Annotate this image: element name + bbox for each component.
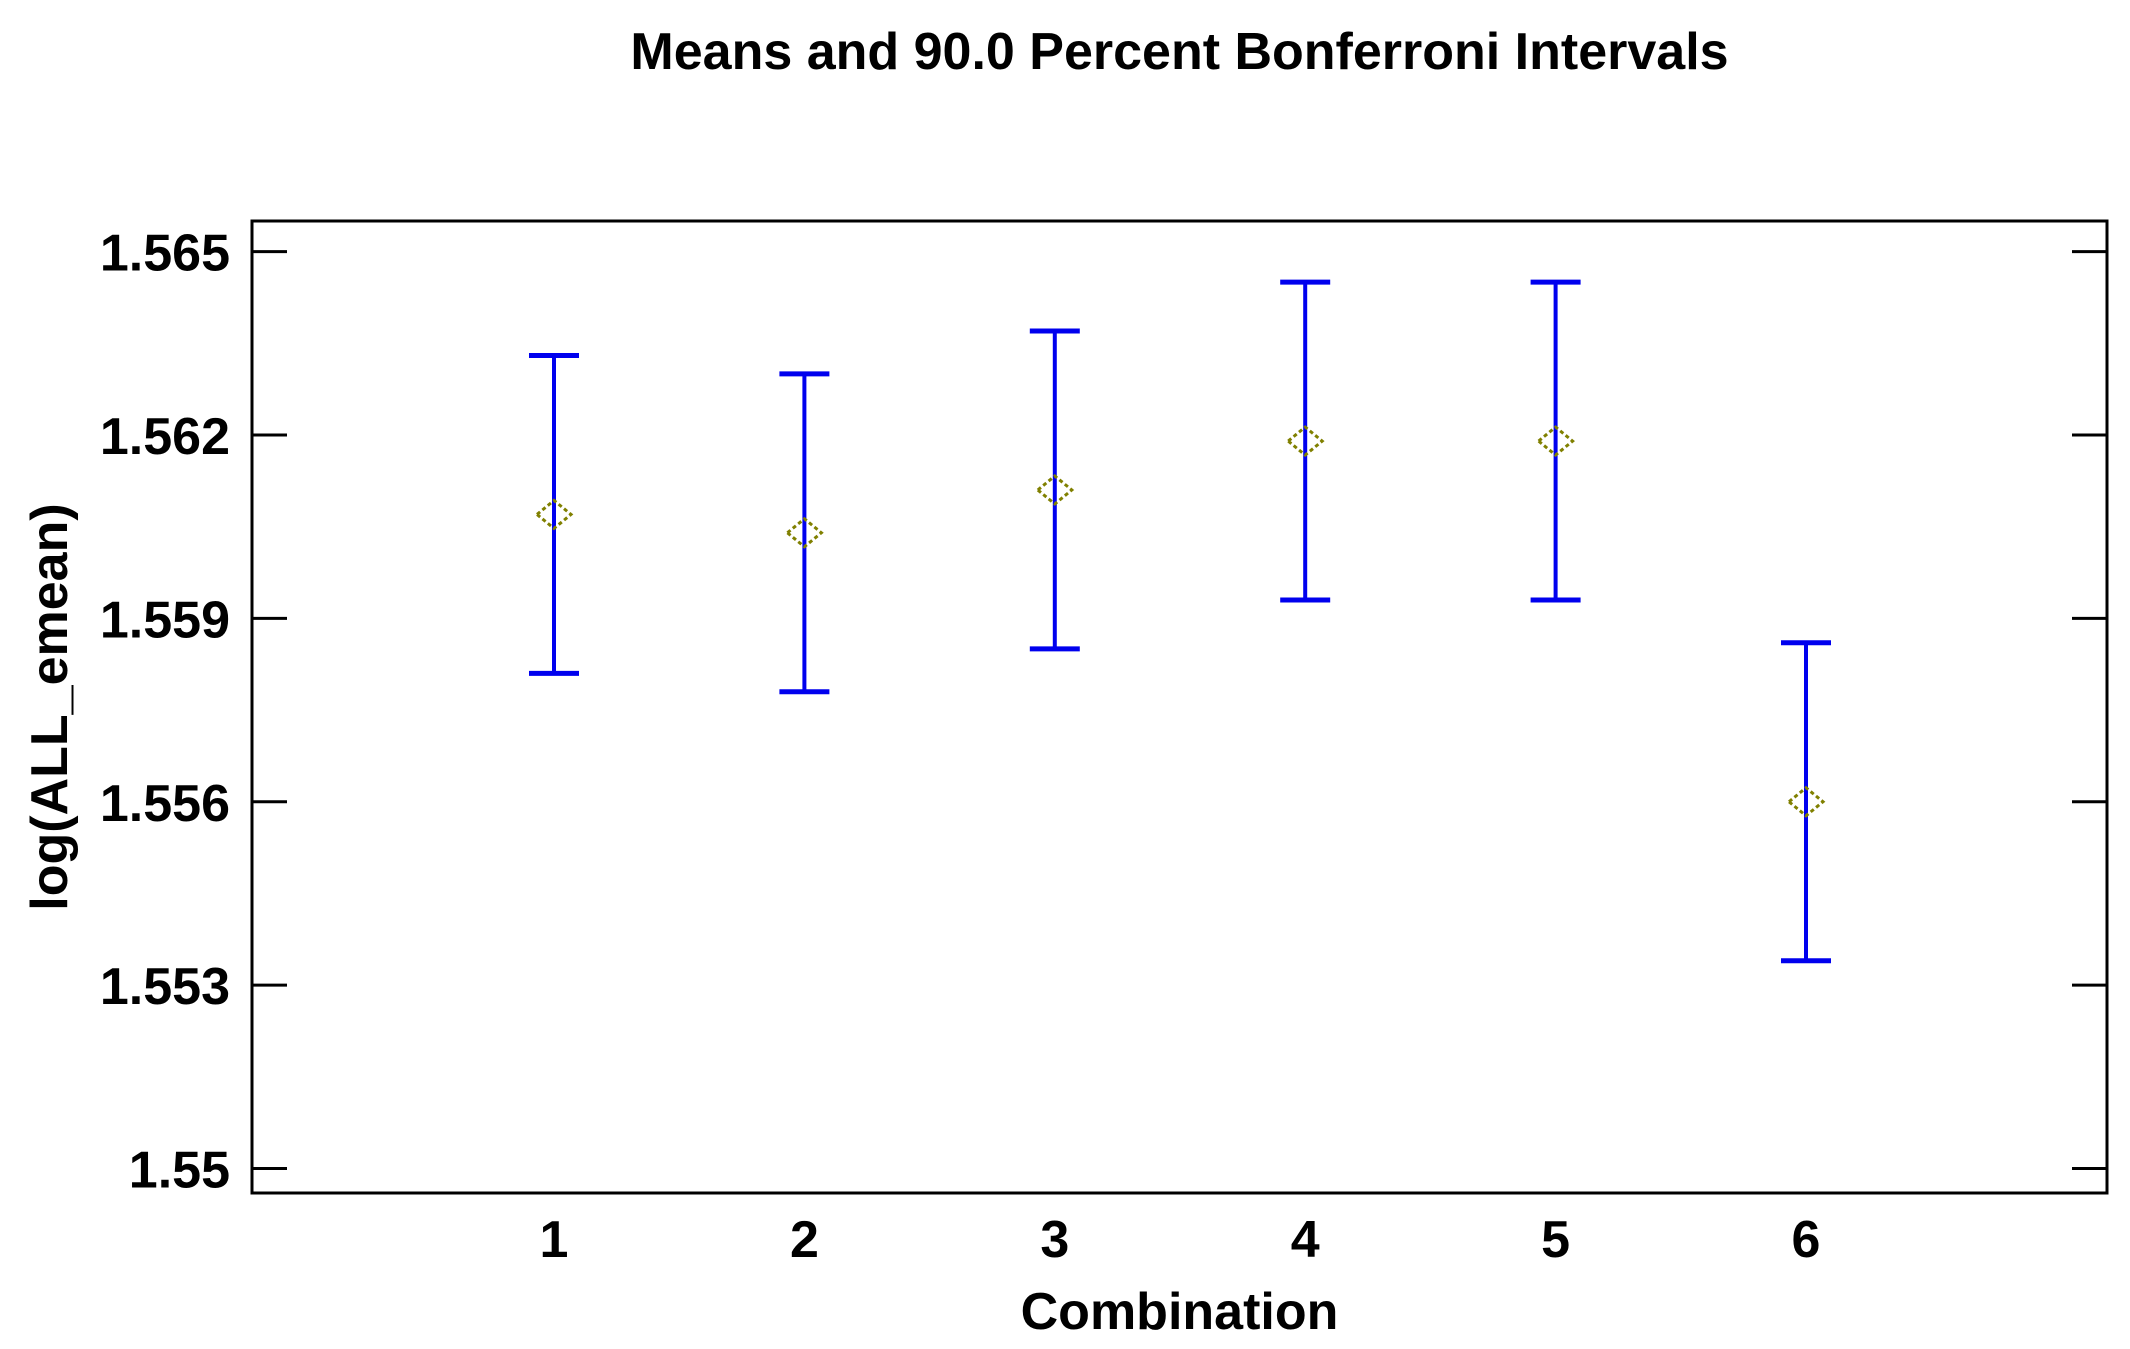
- mean-diamond-marker: [1035, 474, 1075, 506]
- plot-frame: [250, 219, 2109, 1195]
- y-axis-tick-label: 1.553: [100, 958, 230, 1016]
- mean-diamond-marker: [1285, 425, 1325, 458]
- mean-diamond-marker: [534, 498, 574, 531]
- x-axis-tick-label: 6: [1792, 1211, 1821, 1269]
- x-axis-tick-label: 1: [540, 1211, 569, 1269]
- y-axis-tick-label: 1.562: [100, 408, 230, 466]
- y-axis-tick-label: 1.559: [100, 591, 230, 649]
- y-axis-tick-label: 1.565: [100, 225, 230, 283]
- x-axis-tick-label: 3: [1040, 1211, 1069, 1269]
- x-axis-label: Combination: [1020, 1283, 1339, 1341]
- x-axis-tick-label: 4: [1291, 1211, 1320, 1269]
- mean-diamond-marker: [1536, 425, 1575, 458]
- mean-diamond-marker: [785, 516, 824, 549]
- x-axis-tick-label: 5: [1541, 1211, 1570, 1269]
- chart-title: Means and 90.0 Percent Bonferroni Interv…: [630, 23, 1729, 81]
- y-axis-tick-label: 1.556: [100, 775, 230, 833]
- mean-diamond-marker: [1786, 785, 1826, 818]
- x-axis-tick-label: 2: [790, 1211, 819, 1269]
- y-axis-tick-label: 1.55: [129, 1142, 230, 1200]
